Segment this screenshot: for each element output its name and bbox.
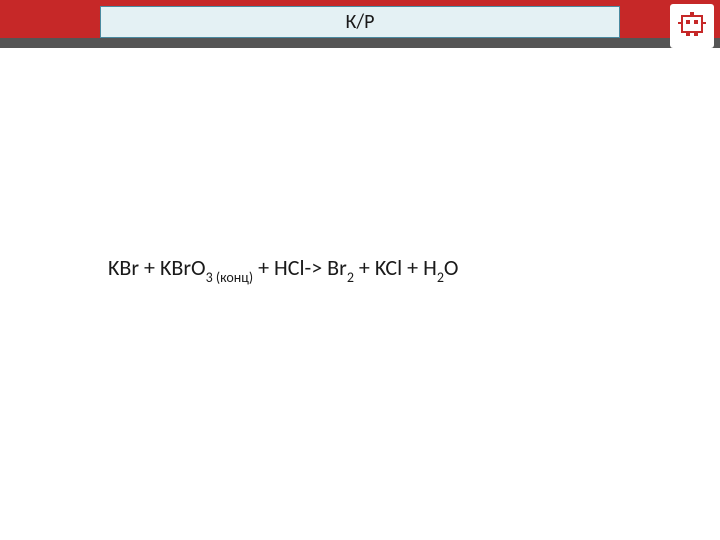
eq-sub: 3 (конц)	[206, 269, 254, 286]
eq-part: KBr + KBrO	[108, 254, 206, 281]
logo-box	[670, 4, 714, 48]
pixel-robot-icon	[676, 8, 708, 45]
eq-sub: 2	[347, 269, 354, 286]
page-title: К/Р	[346, 10, 375, 34]
eq-sub: 2	[437, 269, 444, 286]
title-box: К/Р	[100, 6, 620, 38]
eq-part: O	[444, 254, 459, 281]
eq-part: + KCl + H	[354, 254, 437, 281]
chemical-equation: KBr + KBrO3 (конц) + HCl-> Br2 + KCl + H…	[108, 254, 459, 284]
header-stripe	[0, 38, 720, 48]
eq-part: + HCl-> Br	[253, 254, 347, 281]
